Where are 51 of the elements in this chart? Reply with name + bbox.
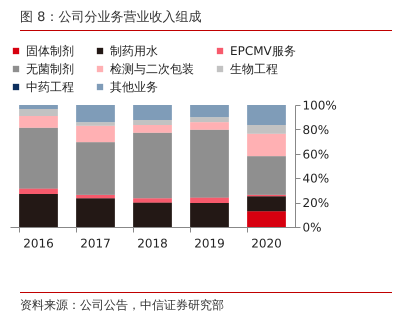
legend-label: 制药用水 xyxy=(110,44,158,58)
legend-label: 无菌制剂 xyxy=(26,62,74,76)
bar xyxy=(19,188,58,194)
x-tick-label: 2019 xyxy=(194,236,225,250)
bar xyxy=(76,142,115,195)
bar xyxy=(190,198,229,203)
bar xyxy=(190,105,229,118)
bar xyxy=(76,122,115,126)
bar xyxy=(133,202,172,227)
bar xyxy=(19,128,58,189)
y-tick-label: 60% xyxy=(302,147,330,162)
bar xyxy=(247,105,286,126)
bar xyxy=(19,105,58,110)
legend-label: 检测与二次包装 xyxy=(110,62,194,76)
bar xyxy=(133,198,172,203)
bar xyxy=(190,202,229,227)
y-tick-label: 0% xyxy=(302,220,322,234)
bar xyxy=(19,109,58,116)
bar xyxy=(76,105,115,122)
bar xyxy=(247,196,286,212)
bar xyxy=(76,126,115,142)
bar xyxy=(133,120,172,126)
bar xyxy=(190,122,229,130)
bar xyxy=(76,194,115,198)
y-tick-label: 100% xyxy=(302,98,337,112)
bar xyxy=(247,134,286,156)
bar xyxy=(133,105,172,120)
x-tick-label: 2020 xyxy=(251,236,282,250)
bar xyxy=(19,194,58,227)
x-tick-label: 2016 xyxy=(23,236,54,250)
legend-label: 其他业务 xyxy=(110,80,158,94)
bar xyxy=(133,132,172,198)
legend-label: 生物工程 xyxy=(230,62,278,76)
y-tick-label: 80% xyxy=(302,122,330,137)
text: 资料来源：公司公告，中信证券研究部 xyxy=(20,292,392,314)
bar xyxy=(247,211,286,227)
bar xyxy=(190,117,229,122)
bar xyxy=(133,125,172,133)
bar xyxy=(190,130,229,198)
bar xyxy=(76,198,115,227)
legend-label: 固体制剂 xyxy=(26,44,74,58)
bar xyxy=(247,156,286,195)
bar xyxy=(19,116,58,128)
y-tick-label: 20% xyxy=(302,196,330,210)
y-tick-label: 40% xyxy=(302,172,330,186)
chart-title: 图 8：公司分业务营业收入组成 xyxy=(20,8,392,31)
x-tick-label: 2017 xyxy=(80,236,111,250)
bar xyxy=(247,125,286,134)
legend-label: EPCMV服务 xyxy=(230,44,296,58)
legend-label: 中药工程 xyxy=(26,80,74,94)
x-tick-label: 2018 xyxy=(137,236,168,250)
